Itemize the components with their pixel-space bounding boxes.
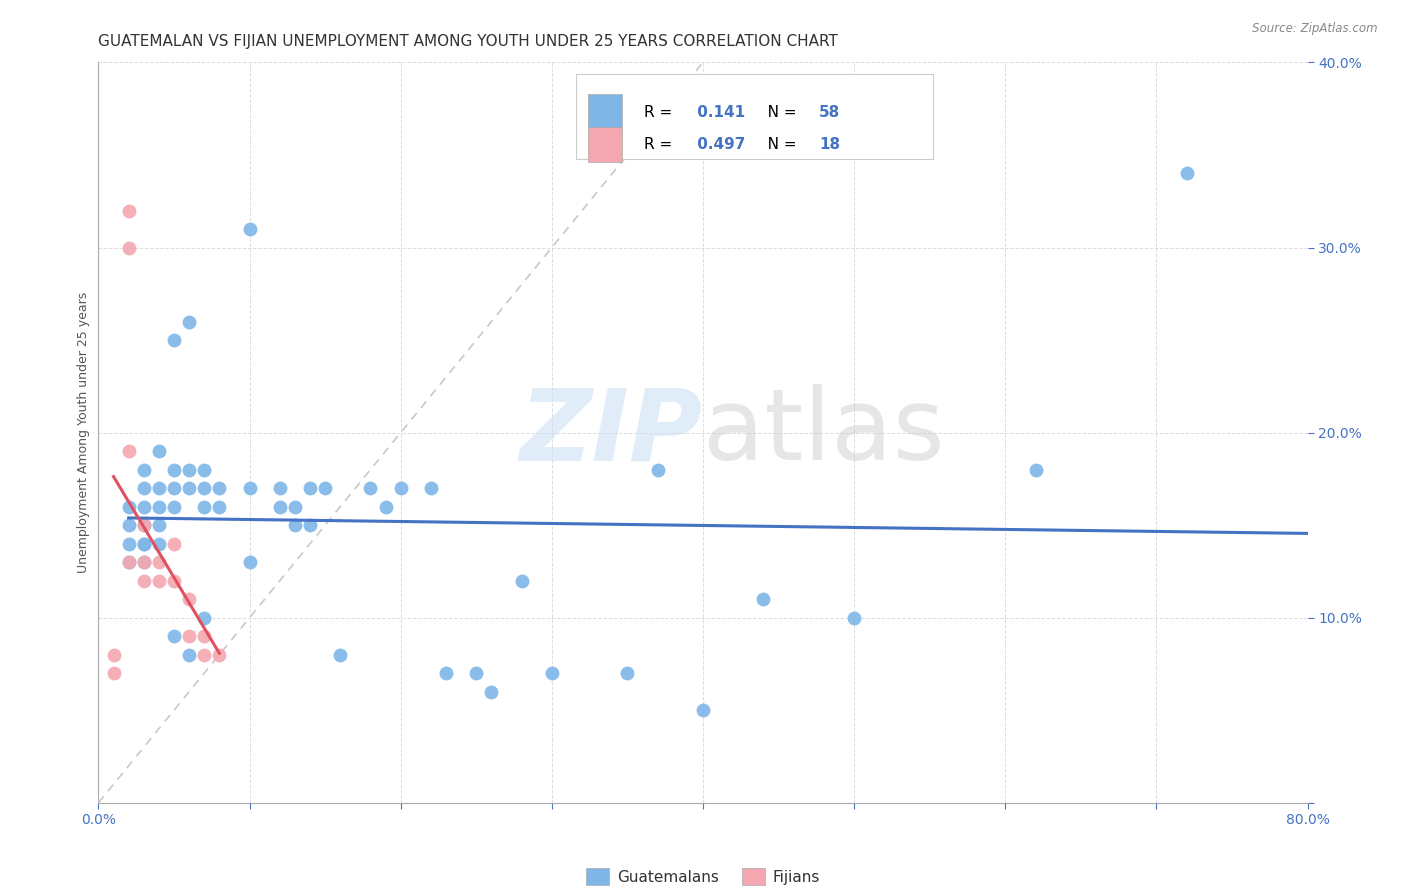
Text: 18: 18 [820,137,841,153]
Point [434,666,457,681]
Point [103,648,125,662]
Point [132,536,155,550]
Point [481,685,503,699]
Point [132,481,155,495]
Point [692,703,714,717]
Point [193,462,215,476]
Point [163,481,186,495]
Point [163,536,186,550]
Legend: Guatemalans, Fijians: Guatemalans, Fijians [581,863,825,891]
Point [163,333,186,347]
Point [148,518,170,533]
Point [269,481,291,495]
Point [163,500,186,514]
Point [118,518,141,533]
FancyBboxPatch shape [588,95,621,130]
Point [616,666,638,681]
Point [844,610,866,624]
Point [465,666,488,681]
Point [374,500,396,514]
Text: R =: R = [644,137,676,153]
Point [193,481,215,495]
Point [179,629,201,643]
Point [420,481,443,495]
Point [208,481,231,495]
Point [103,666,125,681]
Point [148,481,170,495]
Text: atlas: atlas [703,384,945,481]
Text: 0.141: 0.141 [692,104,745,120]
Point [163,574,186,588]
Text: ZIP: ZIP [520,384,703,481]
Point [179,481,201,495]
FancyBboxPatch shape [588,127,621,162]
Point [179,592,201,607]
Point [148,574,170,588]
Point [118,536,141,550]
Point [148,500,170,514]
Text: R =: R = [644,104,676,120]
Point [132,555,155,569]
Point [163,462,186,476]
Text: 0.497: 0.497 [692,137,745,153]
Text: GUATEMALAN VS FIJIAN UNEMPLOYMENT AMONG YOUTH UNDER 25 YEARS CORRELATION CHART: GUATEMALAN VS FIJIAN UNEMPLOYMENT AMONG … [98,34,838,49]
Point [179,648,201,662]
Point [132,462,155,476]
Point [132,500,155,514]
Point [118,240,141,255]
Point [269,500,291,514]
Text: N =: N = [752,104,801,120]
Text: N =: N = [752,137,801,153]
Point [540,666,562,681]
Point [193,648,215,662]
Point [132,518,155,533]
Y-axis label: Unemployment Among Youth under 25 years: Unemployment Among Youth under 25 years [77,292,90,574]
Point [284,500,307,514]
Point [647,462,669,476]
Text: 58: 58 [820,104,841,120]
Point [163,629,186,643]
Point [510,574,533,588]
Point [118,444,141,458]
Point [239,555,262,569]
Point [208,648,231,662]
Text: Source: ZipAtlas.com: Source: ZipAtlas.com [1253,22,1378,36]
Point [148,536,170,550]
Point [118,555,141,569]
Point [314,481,336,495]
Point [299,481,322,495]
Point [1024,462,1046,476]
Point [239,481,262,495]
Point [193,500,215,514]
Point [360,481,382,495]
Point [193,629,215,643]
Point [284,518,307,533]
Point [148,444,170,458]
Point [132,518,155,533]
Point [208,500,231,514]
Point [299,518,322,533]
Point [118,500,141,514]
Point [132,555,155,569]
Point [1175,166,1198,180]
Point [118,555,141,569]
Point [118,203,141,218]
FancyBboxPatch shape [576,73,932,159]
Point [179,314,201,328]
Point [132,574,155,588]
Point [179,462,201,476]
Point [329,648,352,662]
Point [132,536,155,550]
Point [389,481,412,495]
Point [752,592,775,607]
Point [148,555,170,569]
Point [239,222,262,236]
Point [193,610,215,624]
